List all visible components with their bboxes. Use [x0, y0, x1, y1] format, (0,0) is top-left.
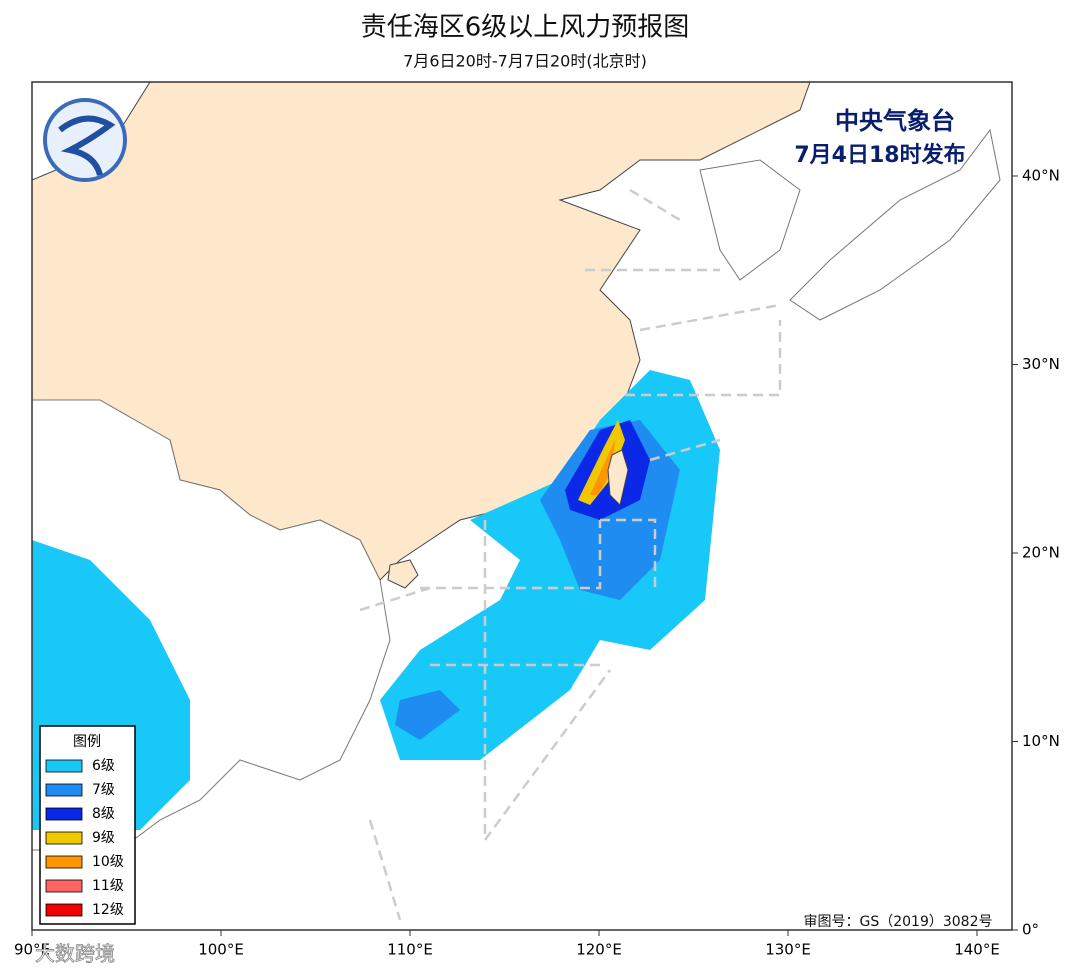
- legend-swatch: [45, 759, 83, 773]
- wind-area-9: [578, 420, 625, 505]
- approval-number: 审图号：GS（2019）3082号: [804, 914, 993, 930]
- hainan: [387, 559, 419, 589]
- logo: [43, 98, 127, 182]
- legend: 图例 6级 7级 8级 9级 10级 11级 12级: [39, 725, 136, 925]
- legend-label: 7级: [92, 782, 115, 798]
- taiwan: [607, 449, 629, 506]
- wind-area-7: [395, 690, 460, 740]
- logo-mark: [58, 115, 116, 176]
- lat-tick-label: 30°N: [1022, 355, 1060, 373]
- title: 责任海区6级以上风力预报图: [361, 13, 690, 43]
- map-area: [32, 82, 1012, 930]
- legend-swatch: [45, 783, 83, 797]
- issue-time: 7月4日18时发布: [794, 142, 965, 168]
- legend-box: [39, 725, 136, 925]
- legend-label: 8级: [92, 806, 115, 822]
- lat-tick-label: 40°N: [1022, 167, 1060, 185]
- lon-tick-label: 100°E: [198, 941, 244, 959]
- lat-tick-label: 10°N: [1022, 732, 1060, 750]
- legend-swatch: [45, 855, 83, 869]
- legend-swatch: [45, 831, 83, 845]
- legend-label: 6级: [92, 758, 115, 774]
- sea-area-boundaries: [359, 188, 782, 921]
- watermark: 大数跨境: [35, 942, 115, 966]
- legend-label: 11级: [92, 878, 124, 894]
- legend-swatch: [45, 903, 83, 917]
- legend-title: 图例: [73, 734, 101, 750]
- lat-tick-label: 0°: [1022, 921, 1039, 939]
- legend-swatch: [45, 879, 83, 893]
- agency: 中央气象台: [835, 107, 955, 135]
- lon-tick-label: 120°E: [576, 941, 622, 959]
- korea: [699, 159, 801, 281]
- legend-label: 10级: [92, 854, 124, 870]
- lon-tick-label: 110°E: [387, 941, 433, 959]
- lon-tick-label: 90°E: [14, 941, 50, 959]
- legend-label: 9级: [92, 830, 115, 846]
- lat-tick-label: 20°N: [1022, 544, 1060, 562]
- axis-ticks: 90°E 100°E 110°E 120°E 130°E 140°E 40°N 30°N 20°…: [14, 167, 1060, 959]
- lon-tick-label: 140°E: [954, 941, 1000, 959]
- map-frame: [31, 81, 1013, 931]
- wind-area-10: [590, 440, 615, 495]
- subtitle: 7月6日20时-7月7日20时(北京时): [403, 52, 647, 71]
- legend-label: 12级: [92, 902, 124, 918]
- legend-swatch: [45, 807, 83, 821]
- lon-tick-label: 130°E: [765, 941, 811, 959]
- japan: [789, 128, 1001, 321]
